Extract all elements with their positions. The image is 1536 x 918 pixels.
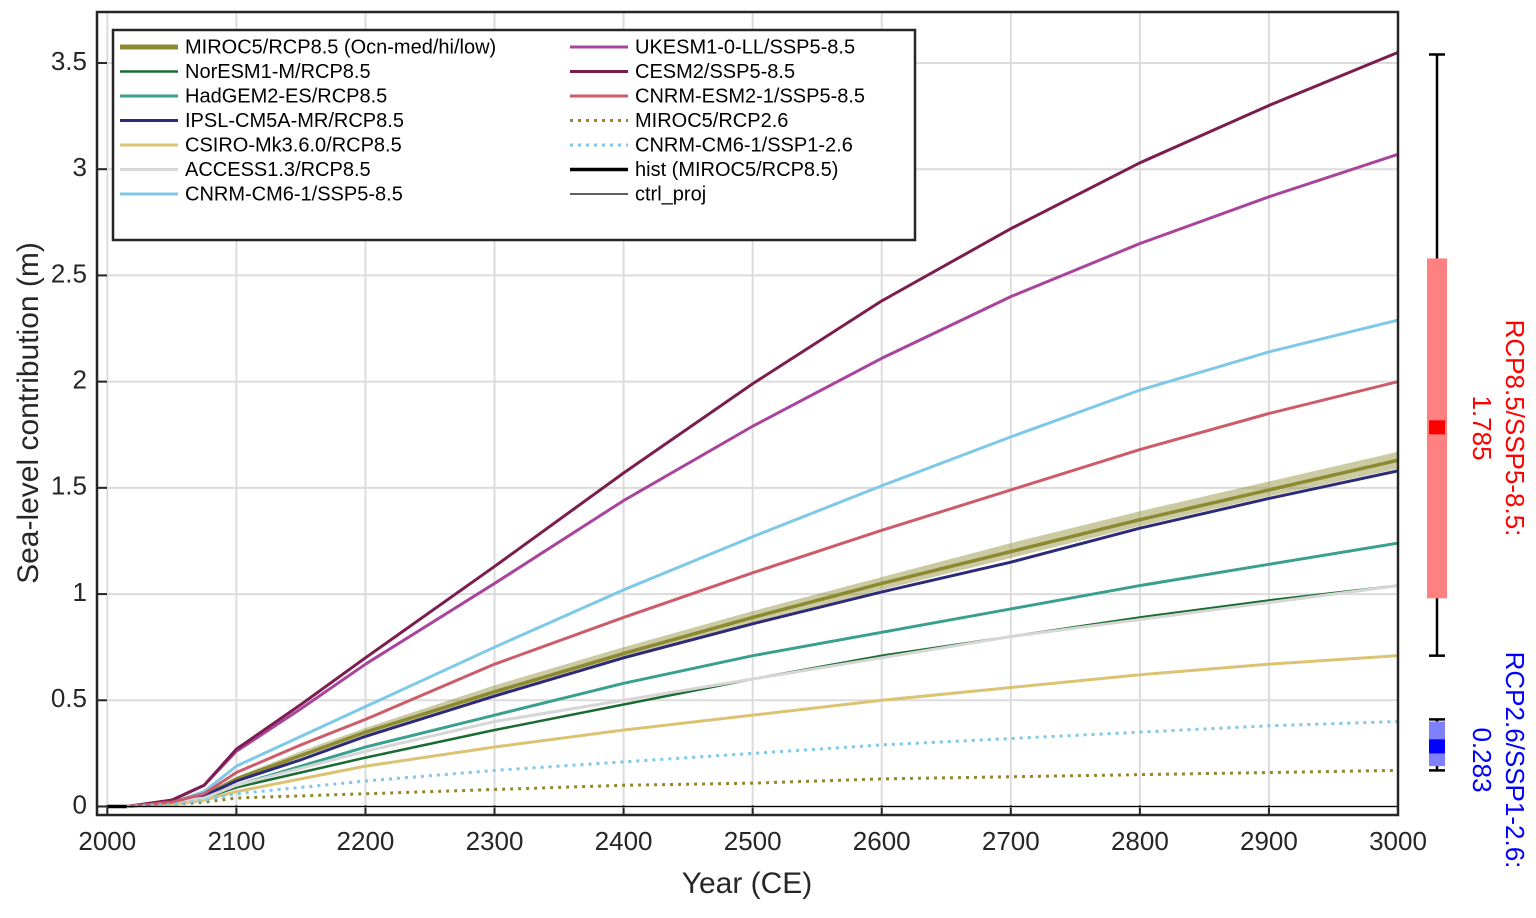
y-tick-label: 2 <box>73 365 87 395</box>
summary-value: 1.785 <box>1467 395 1497 460</box>
legend-label: ACCESS1.3/RCP8.5 <box>185 159 371 181</box>
legend-label: UKESM1-0-LL/SSP5-8.5 <box>635 36 855 58</box>
series-line <box>126 654 1399 809</box>
x-axis-label: Year (CE) <box>682 867 813 900</box>
x-tick-label: 2000 <box>78 826 136 856</box>
legend-label: CNRM-CM6-1/SSP5-8.5 <box>185 183 403 205</box>
legend-label: NorESM1-M/RCP8.5 <box>185 61 371 83</box>
x-tick-label: 2200 <box>337 826 395 856</box>
y-tick-label: 1 <box>73 577 87 607</box>
y-axis-label: Sea-level contribution (m) <box>12 242 45 584</box>
uncertainty-band <box>126 451 1398 807</box>
legend-label: ctrl_proj <box>635 183 706 205</box>
series-line <box>126 768 1399 809</box>
legend-label: MIROC5/RCP2.6 <box>635 110 788 132</box>
x-tick-label: 2100 <box>207 826 265 856</box>
legend-label: MIROC5/RCP8.5 (Ocn-med/hi/low) <box>185 36 496 58</box>
legend-label: IPSL-CM5A-MR/RCP8.5 <box>185 110 404 132</box>
legend-label: CESM2/SSP5-8.5 <box>635 61 795 83</box>
x-tick-label: 2600 <box>853 826 911 856</box>
series-line <box>126 380 1399 808</box>
legend-label: hist (MIROC5/RCP8.5) <box>635 159 838 181</box>
series-line <box>126 50 1399 808</box>
series-line <box>126 469 1399 808</box>
y-tick-label: 3.5 <box>51 46 87 76</box>
series-line <box>126 318 1399 808</box>
x-tick-label: 3000 <box>1369 826 1427 856</box>
x-tick-label: 2400 <box>595 826 653 856</box>
legend-label: CNRM-ESM2-1/SSP5-8.5 <box>635 85 865 107</box>
y-tick-label: 3 <box>73 152 87 182</box>
x-tick-label: 2700 <box>982 826 1040 856</box>
x-tick-label: 2800 <box>1111 826 1169 856</box>
summary-label: RCP8.5/SSP5-8.5: <box>1500 320 1530 537</box>
legend-label: CNRM-CM6-1/SSP1-2.6 <box>635 134 853 156</box>
summary-value: 0.283 <box>1467 727 1497 792</box>
summary-label: RCP2.6/SSP1-2.6: <box>1500 652 1530 869</box>
y-tick-label: 0 <box>73 789 87 819</box>
x-tick-label: 2500 <box>724 826 782 856</box>
legend-label: HadGEM2-ES/RCP8.5 <box>185 85 387 107</box>
y-tick-label: 0.5 <box>51 683 87 713</box>
y-tick-label: 1.5 <box>51 471 87 501</box>
median <box>1429 420 1445 435</box>
legend-box <box>111 28 917 242</box>
plot-frame <box>95 10 1400 817</box>
legend-label: CSIRO-Mk3.6.0/RCP8.5 <box>185 134 402 156</box>
series-line <box>126 720 1399 809</box>
y-tick-label: 2.5 <box>51 258 87 288</box>
legend: MIROC5/RCP8.5 (Ocn-med/hi/low) NorESM1-M/… <box>111 28 917 242</box>
series-line <box>126 584 1399 808</box>
median <box>1429 739 1445 754</box>
x-tick-label: 2300 <box>466 826 524 856</box>
x-tick-label: 2900 <box>1240 826 1298 856</box>
